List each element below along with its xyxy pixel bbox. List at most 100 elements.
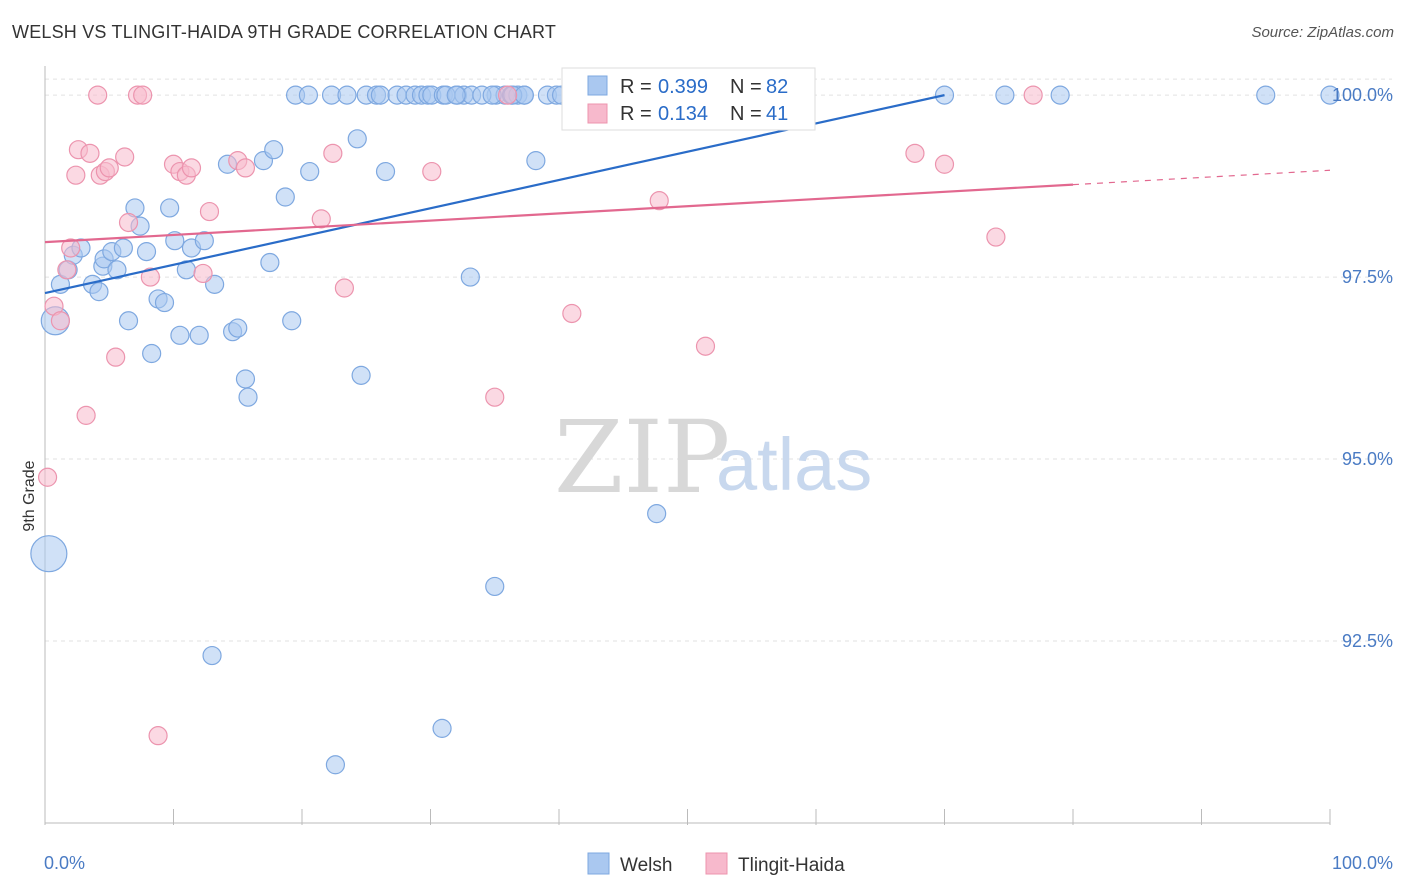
- tlingit-point: [37, 467, 58, 487]
- tlingit-point: [422, 161, 442, 182]
- y-tick-labels: 92.5% 95.0% 97.5% 100.0%: [1332, 85, 1393, 651]
- welsh-point: [194, 231, 214, 251]
- watermark: ZIP atlas: [554, 399, 872, 516]
- x-tick-label: 0.0%: [44, 853, 85, 873]
- welsh-point: [238, 387, 258, 407]
- welsh-point: [107, 260, 127, 280]
- tlingit-point: [57, 260, 77, 280]
- tlingit-point: [311, 209, 331, 229]
- tlingit-point: [1023, 85, 1043, 105]
- welsh-point: [228, 318, 248, 338]
- watermark-zip: ZIP: [554, 399, 730, 516]
- welsh-point: [275, 187, 295, 207]
- welsh-point: [136, 242, 157, 262]
- tlingit-point: [148, 726, 168, 746]
- tlingit-point: [76, 405, 96, 425]
- tlingit-point: [181, 158, 202, 178]
- welsh-point: [485, 576, 505, 597]
- tlingit-legend-swatch: [587, 103, 608, 124]
- tlingit-point: [133, 85, 153, 105]
- welsh-point: [1320, 85, 1340, 105]
- tlingit-point: [88, 85, 108, 105]
- tlingit-point: [905, 143, 925, 163]
- welsh-point: [298, 85, 319, 105]
- welsh-point: [189, 325, 209, 345]
- welsh-point: [347, 129, 367, 149]
- welsh-point: [260, 252, 280, 273]
- bottom-legend: Welsh Tlingit-Haida: [587, 852, 845, 876]
- welsh-legend-swatch: [587, 75, 608, 96]
- y-tick-label: 92.5%: [1342, 631, 1393, 651]
- tlingit-point: [334, 278, 355, 298]
- welsh-point: [235, 369, 256, 389]
- tlingit-points: [37, 85, 1043, 746]
- tlingit-point: [118, 212, 139, 233]
- welsh-point: [264, 140, 284, 160]
- tlingit-point: [235, 158, 256, 178]
- tlingit-n-label: N =: [730, 103, 762, 125]
- tlingit-point: [193, 263, 213, 284]
- tlingit-point: [323, 143, 343, 163]
- welsh-point: [995, 85, 1015, 105]
- welsh-point: [514, 85, 534, 105]
- welsh-point: [375, 161, 396, 182]
- tlingit-point: [562, 303, 582, 324]
- welsh-point: [30, 535, 68, 573]
- chart-title: WELSH VS TLINGIT-HAIDA 9TH GRADE CORRELA…: [12, 22, 557, 42]
- welsh-point: [460, 267, 480, 287]
- legend-box: R = 0.399 N = 82 R = 0.134 N = 41: [561, 67, 816, 131]
- welsh-point: [432, 718, 452, 738]
- welsh-point: [113, 238, 133, 258]
- tlingit-n-value: 41: [766, 103, 788, 125]
- welsh-point: [337, 85, 357, 105]
- tlingit-bottom-label: Tlingit-Haida: [738, 855, 845, 876]
- welsh-point: [89, 282, 109, 302]
- welsh-point: [118, 311, 139, 331]
- tlingit-bottom-swatch: [705, 852, 728, 875]
- welsh-point: [160, 198, 180, 218]
- welsh-point: [446, 85, 466, 105]
- welsh-point: [282, 311, 302, 331]
- tlingit-point: [66, 165, 86, 185]
- welsh-n-value: 82: [766, 76, 788, 98]
- tlingit-point: [485, 387, 505, 407]
- x-tick-labels: 0.0% 100.0%: [44, 853, 1393, 873]
- x-tick-label: 100.0%: [1332, 853, 1393, 873]
- tlingit-point: [498, 85, 518, 105]
- y-tick-label: 95.0%: [1342, 449, 1393, 469]
- tlingit-point: [106, 347, 126, 367]
- tlingit-r-label: R =: [620, 103, 652, 125]
- welsh-point: [370, 85, 390, 105]
- tlingit-point: [934, 154, 955, 174]
- tlingit-r-value: 0.134: [658, 103, 708, 125]
- welsh-point: [526, 151, 546, 171]
- tlingit-point: [140, 267, 160, 287]
- welsh-r-label: R =: [620, 76, 652, 98]
- welsh-point: [1256, 85, 1276, 105]
- welsh-bottom-label: Welsh: [620, 855, 672, 876]
- axes: [44, 66, 1331, 825]
- y-axis-label: 9th Grade: [21, 460, 38, 531]
- welsh-r-value: 0.399: [658, 76, 708, 98]
- welsh-point: [170, 325, 190, 345]
- welsh-point: [300, 161, 320, 182]
- tlingit-point: [649, 191, 669, 211]
- welsh-point: [325, 755, 346, 775]
- y-tick-label: 97.5%: [1342, 267, 1393, 287]
- tlingit-point: [986, 227, 1006, 247]
- tlingit-trend-extension: [1072, 169, 1331, 186]
- tlingit-point: [115, 147, 135, 167]
- watermark-atlas: atlas: [716, 423, 872, 506]
- welsh-point: [142, 343, 162, 364]
- tlingit-point: [199, 201, 220, 222]
- welsh-point: [154, 292, 175, 313]
- tlingit-point: [50, 311, 71, 331]
- y-tick-label: 100.0%: [1332, 85, 1393, 105]
- tlingit-point: [61, 238, 81, 258]
- welsh-n-label: N =: [730, 76, 762, 98]
- tlingit-trend-line: [44, 183, 1074, 244]
- welsh-point: [351, 365, 371, 385]
- tlingit-point: [80, 143, 100, 163]
- welsh-point: [202, 645, 222, 666]
